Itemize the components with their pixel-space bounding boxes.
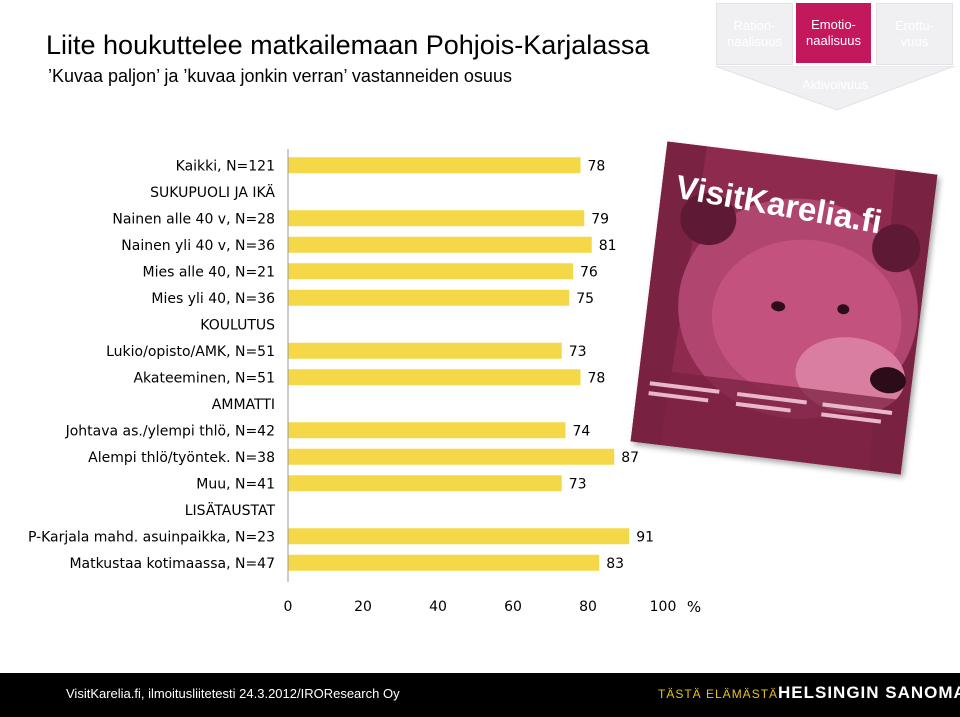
data-label: 73 xyxy=(569,476,587,492)
data-label: 91 xyxy=(636,529,654,545)
x-tick-label: 20 xyxy=(354,599,372,615)
bear-illustration xyxy=(630,141,938,475)
bar-label: Lukio/opisto/AMK, N=51 xyxy=(106,344,275,360)
bar-label: Matkustaa kotimaassa, N=47 xyxy=(69,556,275,572)
category-label: SUKUPUOLI JA IKÄ xyxy=(150,183,275,201)
page-subtitle: ’Kuvaa paljon’ ja ’kuvaa jonkin verran’ … xyxy=(48,66,512,86)
bar xyxy=(288,263,573,280)
bar xyxy=(288,157,581,174)
bar-label: Akateeminen, N=51 xyxy=(133,370,275,386)
nav-arrow xyxy=(715,66,955,111)
footer-logo: HELSINGIN SANOMAT xyxy=(778,683,960,702)
category-label: AMMATTI xyxy=(212,397,275,413)
data-label: 87 xyxy=(621,450,639,466)
footer-source: VisitKarelia.fi, ilmoitusliitetesti 24.3… xyxy=(66,686,400,701)
category-label: LISÄTAUSTAT xyxy=(185,501,276,519)
magazine-cover: VisitKarelia.fi xyxy=(630,141,938,475)
data-label: 81 xyxy=(599,238,617,254)
bar xyxy=(288,236,592,253)
data-label: 79 xyxy=(591,211,609,227)
bar-chart: Kaikki, N=121 78 SUKUPUOLI JA IKÄ Nainen al… xyxy=(28,149,701,615)
bar xyxy=(288,528,630,545)
nav-box-rationaalisuus: Ration- naalisuus xyxy=(716,3,793,65)
data-label: 75 xyxy=(576,291,594,307)
bar-label: P-Karjala mahd. asuinpaikka, N=23 xyxy=(28,529,275,545)
bar-label: Muu, N=41 xyxy=(196,476,275,492)
x-tick-label: 0 xyxy=(284,599,293,615)
x-tick-label: 100 xyxy=(650,599,677,615)
bar-label: Alempi thlö/työntek. N=38 xyxy=(88,450,275,466)
bar-label: Mies yli 40, N=36 xyxy=(151,291,275,307)
page-title: Liite houkuttelee matkailemaan Pohjois-K… xyxy=(46,30,650,60)
bar-label: Nainen yli 40 v, N=36 xyxy=(121,238,275,254)
bar xyxy=(288,369,581,386)
category-label: KOULUTUS xyxy=(200,317,275,333)
footer: VisitKarelia.fi, ilmoitusliitetesti 24.3… xyxy=(0,673,960,717)
bar xyxy=(288,448,615,465)
data-label: 74 xyxy=(573,423,591,439)
bar xyxy=(288,422,566,439)
data-label: 73 xyxy=(569,344,587,360)
bar xyxy=(288,342,562,359)
x-tick-label: 40 xyxy=(429,599,447,615)
footer-tagline: TÄSTÄ ELÄMÄSTÄ. xyxy=(658,687,783,701)
bar-label: Kaikki, N=121 xyxy=(176,158,275,174)
nav-box-emotionaalisuus: Emotio- naalisuus xyxy=(796,3,871,63)
bar-label: Johtava as./ylempi thlö, N=42 xyxy=(65,423,275,439)
data-label: 78 xyxy=(588,158,606,174)
nav-box-erottuvuus: Erottu- vuus xyxy=(876,3,953,65)
bar xyxy=(288,210,585,227)
bar-label: Nainen alle 40 v, N=28 xyxy=(112,211,275,227)
bar-label: Mies alle 40, N=21 xyxy=(143,264,275,280)
data-label: 76 xyxy=(580,264,598,280)
x-tick-label: 60 xyxy=(504,599,522,615)
x-tick-label: 80 xyxy=(579,599,597,615)
data-label: 78 xyxy=(588,370,606,386)
bar xyxy=(288,554,600,571)
data-label: 83 xyxy=(606,556,624,572)
bar xyxy=(288,289,570,306)
bar xyxy=(288,475,562,492)
x-unit-label: % xyxy=(687,598,701,615)
nav-arrow-label: Aktivoivuus xyxy=(802,77,868,92)
